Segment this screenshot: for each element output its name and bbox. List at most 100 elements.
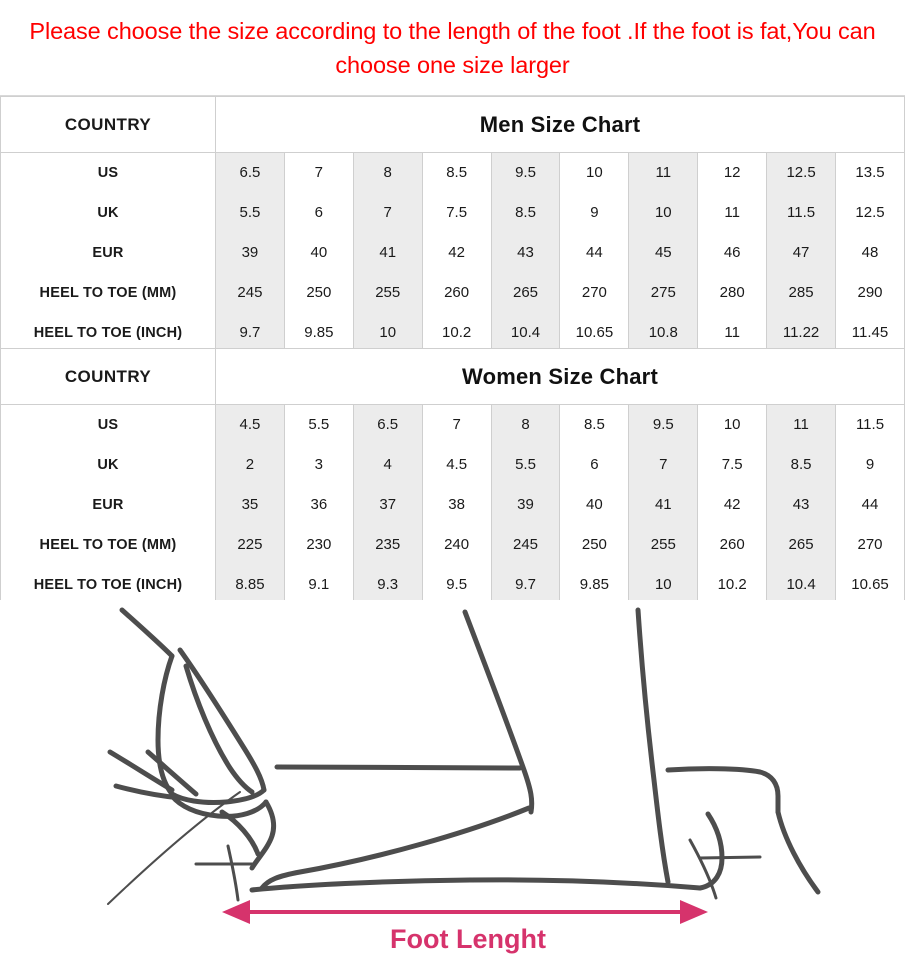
cell-women-us-7: 9.5 <box>628 404 699 445</box>
cell-women-mm-7: 255 <box>628 524 699 565</box>
table-row: EUR 35 36 37 38 39 40 41 42 43 44 <box>0 484 905 525</box>
cell-men-mm-6: 270 <box>559 272 630 313</box>
big-toe-left-edge <box>155 653 175 797</box>
cell-women-mm-3: 235 <box>352 524 423 565</box>
small-toe-3 <box>145 749 199 797</box>
cell-men-uk-1: 5.5 <box>215 192 285 233</box>
leg-back-line <box>635 607 671 885</box>
table-row: EUR 39 40 41 42 43 44 45 46 47 48 <box>0 232 905 273</box>
cell-women-us-6: 8.5 <box>559 404 630 445</box>
cell-women-us-9: 11 <box>766 404 837 445</box>
big-toe-right-edge <box>177 647 267 793</box>
cell-women-uk-10: 9 <box>835 444 905 485</box>
cell-men-eur-9: 47 <box>766 232 837 273</box>
cell-women-us-2: 5.5 <box>283 404 354 445</box>
cell-men-us-6: 10 <box>559 152 630 193</box>
cell-women-mm-4: 240 <box>421 524 492 565</box>
cell-men-inch-5: 10.4 <box>490 312 561 353</box>
big-toe-inner-crease <box>183 663 255 795</box>
cell-women-us-3: 6.5 <box>352 404 423 445</box>
table-header-row: COUNTRY Women Size Chart <box>0 348 905 405</box>
table-row: US 4.5 5.5 6.5 7 8 8.5 9.5 10 11 11.5 <box>0 404 905 445</box>
row-label-eur: EUR <box>0 484 216 525</box>
ground-guide-line <box>107 791 241 905</box>
cell-men-mm-2: 250 <box>283 272 354 313</box>
cell-men-inch-4: 10.2 <box>421 312 492 353</box>
cell-men-us-2: 7 <box>283 152 354 193</box>
cell-men-uk-5: 8.5 <box>490 192 561 233</box>
cell-men-us-1: 6.5 <box>215 152 285 193</box>
cell-women-inch-7: 10 <box>628 564 699 605</box>
cell-men-uk-9: 11.5 <box>766 192 837 233</box>
row-label-uk: UK <box>0 192 216 233</box>
cell-women-mm-8: 260 <box>697 524 768 565</box>
cell-men-eur-3: 41 <box>352 232 423 273</box>
country-header: COUNTRY <box>0 348 216 405</box>
table-row: HEEL TO TOE (MM) 225 230 235 240 245 250… <box>0 524 905 565</box>
cell-women-inch-3: 9.3 <box>352 564 423 605</box>
cell-men-inch-2: 9.85 <box>283 312 354 353</box>
foot-measurement-diagram: Foot Lenght <box>0 600 905 960</box>
cell-women-inch-1: 8.85 <box>215 564 285 605</box>
row-label-heel-toe-inch: HEEL TO TOE (INCH) <box>0 312 216 353</box>
small-toe-1 <box>107 749 175 793</box>
cell-men-mm-7: 275 <box>628 272 699 313</box>
cell-women-mm-6: 250 <box>559 524 630 565</box>
men-chart-title: Men Size Chart <box>215 96 905 153</box>
cell-men-mm-4: 260 <box>421 272 492 313</box>
cell-men-eur-8: 46 <box>697 232 768 273</box>
cell-women-eur-9: 43 <box>766 484 837 525</box>
forefoot-inner-line <box>219 809 261 857</box>
cell-women-inch-6: 9.85 <box>559 564 630 605</box>
cell-women-us-10: 11.5 <box>835 404 905 445</box>
forefoot-edge <box>249 799 277 871</box>
row-label-heel-toe-mm: HEEL TO TOE (MM) <box>0 272 216 313</box>
cell-men-us-9: 12.5 <box>766 152 837 193</box>
cell-women-us-5: 8 <box>490 404 561 445</box>
instep-diagonal-line <box>259 805 532 891</box>
cell-men-eur-4: 42 <box>421 232 492 273</box>
cell-women-uk-5: 5.5 <box>490 444 561 485</box>
cell-men-eur-5: 43 <box>490 232 561 273</box>
cell-women-uk-9: 8.5 <box>766 444 837 485</box>
row-label-uk: UK <box>0 444 216 485</box>
instep-top-line <box>274 764 523 771</box>
toe-tick-diagonal <box>226 844 240 902</box>
men-size-chart-table: COUNTRY Men Size Chart US 6.5 7 8 8.5 9.… <box>0 96 905 353</box>
cell-men-us-3: 8 <box>352 152 423 193</box>
cell-women-uk-2: 3 <box>283 444 354 485</box>
measure-arrow-left <box>222 900 250 924</box>
cell-women-eur-8: 42 <box>697 484 768 525</box>
cell-men-us-7: 11 <box>628 152 699 193</box>
small-toe-2 <box>113 783 183 801</box>
toe-pad-curve <box>169 793 269 819</box>
cell-men-uk-3: 7 <box>352 192 423 233</box>
cell-women-eur-4: 38 <box>421 484 492 525</box>
cell-men-inch-1: 9.7 <box>215 312 285 353</box>
cell-women-uk-6: 6 <box>559 444 630 485</box>
cell-women-inch-8: 10.2 <box>697 564 768 605</box>
cell-women-inch-10: 10.65 <box>835 564 905 605</box>
cell-women-mm-5: 245 <box>490 524 561 565</box>
cell-men-uk-8: 11 <box>697 192 768 233</box>
size-advice-notice: Please choose the size according to the … <box>0 0 905 96</box>
measure-arrow-right <box>680 900 708 924</box>
cell-men-mm-8: 280 <box>697 272 768 313</box>
cell-men-inch-6: 10.65 <box>559 312 630 353</box>
cell-men-inch-10: 11.45 <box>835 312 905 353</box>
heel-tick-diagonal <box>688 838 718 900</box>
row-label-us: US <box>0 152 216 193</box>
cell-men-inch-9: 11.22 <box>766 312 837 353</box>
cell-men-eur-1: 39 <box>215 232 285 273</box>
notice-text: Please choose the size according to the … <box>29 17 876 78</box>
cell-women-uk-3: 4 <box>352 444 423 485</box>
cell-women-mm-9: 265 <box>766 524 837 565</box>
table-row: HEEL TO TOE (INCH) 9.7 9.85 10 10.2 10.4… <box>0 312 905 353</box>
cell-women-us-1: 4.5 <box>215 404 285 445</box>
cell-men-mm-5: 265 <box>490 272 561 313</box>
cell-women-eur-5: 39 <box>490 484 561 525</box>
heel-curve <box>697 811 725 891</box>
table-row: HEEL TO TOE (INCH) 8.85 9.1 9.3 9.5 9.7 … <box>0 564 905 605</box>
cell-men-us-5: 9.5 <box>490 152 561 193</box>
